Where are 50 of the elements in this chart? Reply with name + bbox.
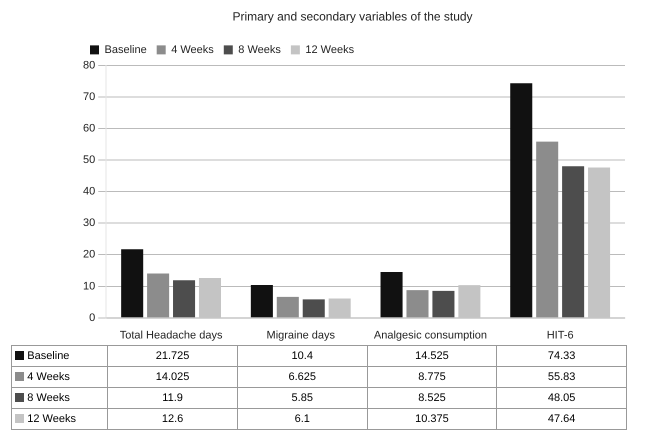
- bar: [536, 142, 558, 318]
- data-label: 6.1: [237, 408, 368, 430]
- text: Baseline: [27, 350, 70, 362]
- data-label: 11.9: [108, 388, 238, 408]
- text: 4 Weeks: [27, 371, 70, 383]
- y-tick-label: 0: [89, 312, 96, 324]
- x-tick-label: Total Headache days: [120, 329, 223, 342]
- data-label: 14.525: [367, 346, 497, 366]
- data-label: 8.525: [367, 388, 497, 408]
- data-label: 12.6: [108, 408, 238, 430]
- y-tick-label: 40: [82, 186, 96, 198]
- legend-label: 8 Weeks: [238, 44, 282, 56]
- bar: [276, 296, 299, 318]
- bar: [250, 284, 273, 318]
- legend-label: Baseline: [104, 44, 147, 56]
- bar: [380, 272, 403, 318]
- data-label: 14.025: [108, 366, 238, 388]
- y-tick-label: 60: [82, 122, 96, 135]
- data-label: 10.375: [367, 408, 497, 430]
- data-label: 8.775: [367, 366, 497, 388]
- data-label: 10.4: [237, 346, 368, 366]
- bar: [510, 83, 532, 318]
- data-label: 74.33: [496, 346, 626, 366]
- y-tick-label: 30: [82, 217, 96, 230]
- bar: [121, 249, 144, 318]
- y-tick-label: 70: [82, 90, 96, 103]
- x-tick-label: HIT-6: [546, 329, 574, 342]
- data-label: 47.64: [496, 408, 626, 430]
- bar: [147, 274, 170, 318]
- text: 12 Weeks: [27, 413, 76, 425]
- bar: [173, 280, 196, 318]
- bar: [432, 290, 454, 318]
- data-label: 5.85: [237, 388, 368, 408]
- bar: [302, 299, 325, 318]
- bar: [562, 166, 584, 318]
- y-tick-label: 50: [82, 154, 96, 166]
- data-label: 55.83: [496, 366, 626, 388]
- y-tick-label: 10: [82, 280, 96, 292]
- data-label: 21.725: [108, 346, 238, 366]
- data-label: 6.625: [237, 366, 368, 388]
- bar: [406, 290, 429, 318]
- legend-label: 12 Weeks: [305, 44, 355, 56]
- y-tick-label: 80: [82, 59, 96, 72]
- chart-title: Primary and secondary variables of the study: [232, 10, 473, 24]
- y-tick-label: 20: [82, 248, 96, 261]
- x-tick-label: Analgesic consumption: [374, 329, 488, 342]
- text: 8 Weeks: [27, 392, 70, 404]
- data-label: 48.05: [496, 388, 626, 408]
- x-tick-label: Migraine days: [266, 329, 336, 342]
- legend-label: 4 Weeks: [171, 44, 214, 56]
